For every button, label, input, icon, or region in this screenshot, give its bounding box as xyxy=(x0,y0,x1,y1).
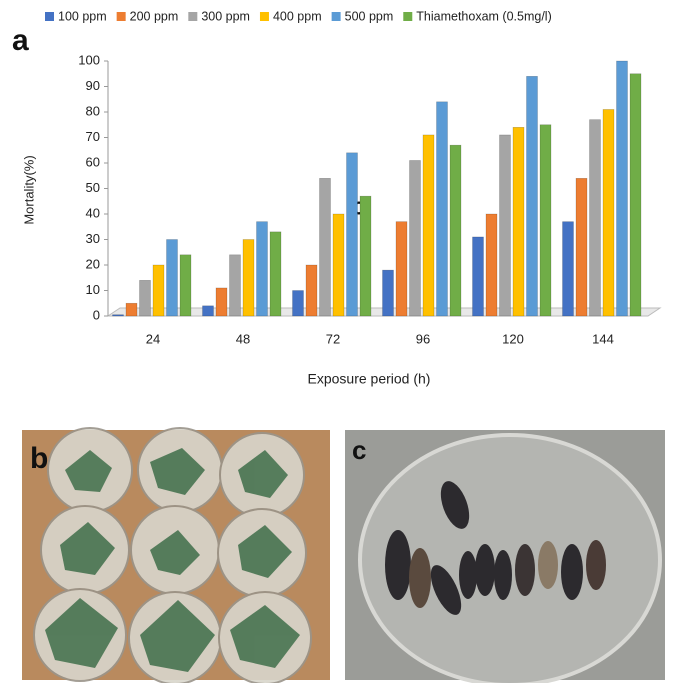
panel-label: a xyxy=(12,24,29,57)
y-tick-label: 100 xyxy=(78,52,100,67)
bar xyxy=(562,221,574,317)
legend-label: 400 ppm xyxy=(273,9,322,23)
bar xyxy=(499,134,511,317)
bar xyxy=(629,73,642,317)
legend-swatch xyxy=(116,12,126,21)
bar xyxy=(112,314,124,317)
bar xyxy=(512,127,525,317)
y-tick-label: 60 xyxy=(86,154,100,169)
panel-label: b xyxy=(30,442,48,475)
bar xyxy=(602,109,615,317)
x-axis-label: Exposure period (h) xyxy=(308,371,431,387)
x-tick-label: 48 xyxy=(236,331,250,346)
x-tick-label: 144 xyxy=(592,331,614,346)
bar xyxy=(229,254,241,317)
y-tick-label: 0 xyxy=(93,307,100,322)
legend-label: Thiamethoxam (0.5mg/l) xyxy=(416,9,551,23)
bar xyxy=(409,160,421,317)
bar xyxy=(422,134,435,317)
bar xyxy=(449,144,462,317)
y-tick-label: 20 xyxy=(86,256,100,271)
bar xyxy=(242,239,255,317)
x-tick-label: 72 xyxy=(326,331,340,346)
photo-c xyxy=(345,430,665,687)
bar xyxy=(346,152,358,317)
y-tick-label: 40 xyxy=(86,205,100,220)
bar xyxy=(359,195,372,317)
bar xyxy=(292,290,304,317)
y-tick-label: 80 xyxy=(86,103,100,118)
legend-label: 500 ppm xyxy=(345,9,394,23)
legend-label: 100 ppm xyxy=(58,9,107,23)
legend-label: 300 ppm xyxy=(201,9,250,23)
bar xyxy=(436,101,448,317)
bar xyxy=(395,221,408,317)
photo-b xyxy=(22,427,330,685)
bar xyxy=(616,60,628,317)
y-tick-label: 10 xyxy=(86,282,100,297)
bar xyxy=(166,239,178,317)
bar xyxy=(539,124,552,317)
y-tick-label: 50 xyxy=(86,180,100,195)
bar xyxy=(269,231,282,317)
bar xyxy=(485,213,498,317)
y-tick-label: 30 xyxy=(86,231,100,246)
bar xyxy=(139,279,151,317)
x-tick-label: 120 xyxy=(502,331,524,346)
legend-swatch xyxy=(45,12,54,21)
bar xyxy=(256,221,268,317)
bar xyxy=(319,178,331,317)
legend-label: 200 ppm xyxy=(130,9,179,23)
bar xyxy=(152,264,165,317)
bar xyxy=(125,302,138,317)
bar xyxy=(575,178,588,317)
bar xyxy=(526,76,538,317)
bar xyxy=(382,269,394,317)
bar xyxy=(332,213,345,317)
bar xyxy=(179,254,192,317)
legend-swatch xyxy=(403,12,413,21)
bar xyxy=(472,236,484,317)
panel-label: c xyxy=(352,435,366,465)
y-tick-label: 70 xyxy=(86,129,100,144)
x-tick-label: 96 xyxy=(416,331,430,346)
bar xyxy=(215,287,228,317)
bar xyxy=(589,119,601,317)
legend-swatch xyxy=(331,12,341,21)
legend-swatch xyxy=(259,12,269,21)
y-axis-label: Mortality(%) xyxy=(21,155,36,224)
bar xyxy=(202,305,214,317)
legend-swatch xyxy=(188,12,198,21)
bar xyxy=(305,264,318,317)
y-tick-label: 90 xyxy=(86,78,100,93)
x-tick-label: 24 xyxy=(146,331,160,346)
